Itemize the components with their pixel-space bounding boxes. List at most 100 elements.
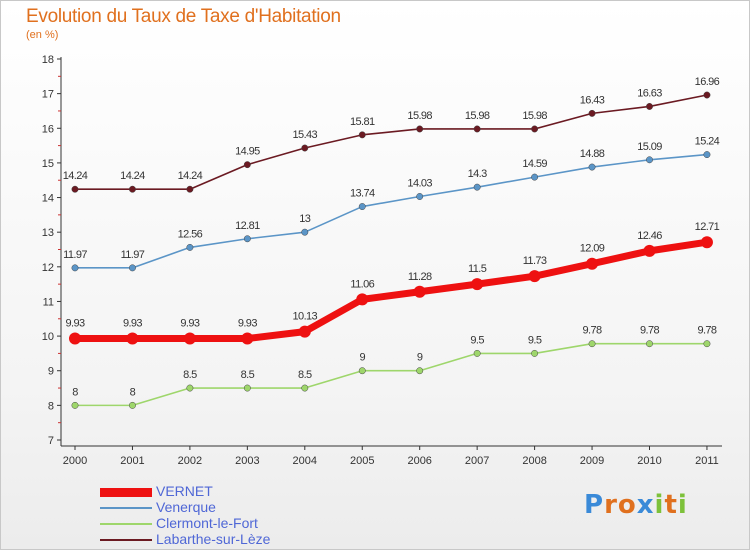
data-label-clermont-le-fort: 9.78 <box>583 325 602 337</box>
data-point-venerque <box>473 183 481 191</box>
data-label-labarthe-sur-leze: 15.81 <box>350 116 375 128</box>
legend-swatch-vernet <box>100 488 152 497</box>
x-tick-label: 2008 <box>522 455 546 467</box>
y-tick-label: 11 <box>43 296 54 308</box>
data-point-vernet <box>298 325 311 338</box>
y-tick-label: 10 <box>42 331 54 343</box>
data-point-venerque <box>588 163 596 171</box>
x-tick-label: 2001 <box>120 455 144 467</box>
data-point-labarthe-sur-leze <box>186 185 194 193</box>
data-label-venerque: 14.3 <box>468 168 487 180</box>
legend-swatch-venerque <box>100 507 152 509</box>
data-label-venerque: 13 <box>299 213 311 225</box>
x-tick-label: 2002 <box>178 455 202 467</box>
data-label-venerque: 11.97 <box>63 249 87 261</box>
data-label-venerque: 14.03 <box>407 178 432 190</box>
series-line-vernet <box>75 238 708 343</box>
data-point-clermont-le-fort <box>301 384 309 392</box>
data-point-vernet <box>126 332 139 345</box>
y-tick-label: 18 <box>42 54 54 66</box>
data-point-clermont-le-fort <box>129 401 136 409</box>
y-tick-label: 7 <box>48 435 54 447</box>
y-tick-label: 15 <box>42 158 54 170</box>
data-point-venerque <box>646 156 653 164</box>
data-point-vernet <box>183 332 196 345</box>
data-label-venerque: 12.56 <box>178 228 203 240</box>
data-label-vernet: 11.73 <box>523 255 547 267</box>
data-label-labarthe-sur-leze: 15.43 <box>293 129 318 141</box>
data-point-labarthe-sur-leze <box>358 131 366 139</box>
x-tick-label: 2004 <box>293 455 317 467</box>
data-label-vernet: 12.46 <box>637 230 662 242</box>
data-label-vernet: 10.13 <box>293 311 318 323</box>
data-point-clermont-le-fort <box>473 349 481 357</box>
legend-swatch-labarthe-sur-leze <box>100 539 152 541</box>
data-point-clermont-le-fort <box>416 367 424 375</box>
data-label-clermont-le-fort: 9.5 <box>470 334 484 346</box>
data-label-venerque: 14.59 <box>522 158 547 170</box>
data-point-labarthe-sur-leze <box>588 109 596 117</box>
data-point-vernet <box>241 332 254 345</box>
series-line-labarthe-sur-leze <box>75 94 708 191</box>
legend-swatch-clermont-le-fort <box>100 523 152 525</box>
data-label-labarthe-sur-leze: 16.63 <box>637 87 662 99</box>
data-point-clermont-le-fort <box>358 367 366 375</box>
data-label-vernet: 9.93 <box>180 318 199 330</box>
data-point-vernet <box>586 257 599 270</box>
data-point-venerque <box>71 264 79 272</box>
data-point-venerque <box>243 235 251 243</box>
data-label-clermont-le-fort: 8 <box>72 386 78 398</box>
data-point-clermont-le-fort <box>531 349 539 357</box>
data-point-labarthe-sur-leze <box>703 91 711 99</box>
data-point-venerque <box>129 264 136 272</box>
legend-label-labarthe-sur-leze: Labarthe-sur-Lèze <box>156 531 271 547</box>
y-tick-label: 17 <box>42 89 54 101</box>
data-label-venerque: 14.88 <box>580 148 605 160</box>
chart-title: Evolution du Taux de Taxe d'Habitation <box>26 6 341 27</box>
data-label-clermont-le-fort: 9.78 <box>640 325 659 337</box>
data-label-venerque: 11.97 <box>121 249 145 261</box>
logo-letter: x <box>636 490 655 520</box>
y-tick-label: 8 <box>48 400 54 412</box>
data-label-labarthe-sur-leze: 15.98 <box>407 110 432 122</box>
data-label-labarthe-sur-leze: 16.43 <box>580 94 605 106</box>
data-point-venerque <box>358 203 366 211</box>
data-label-labarthe-sur-leze: 16.96 <box>695 76 720 88</box>
data-point-venerque <box>531 173 539 181</box>
x-tick-label: 2009 <box>580 455 604 467</box>
data-label-vernet: 9.93 <box>238 318 257 330</box>
data-label-clermont-le-fort: 9 <box>417 352 423 364</box>
x-tick-label: 2010 <box>637 455 661 467</box>
series-line-venerque <box>75 153 708 269</box>
unit-label: (en %) <box>26 29 59 41</box>
proxiti-logo: Proxiti <box>584 490 688 520</box>
data-label-labarthe-sur-leze: 15.98 <box>465 110 490 122</box>
data-point-vernet <box>643 244 656 257</box>
data-point-clermont-le-fort <box>588 340 596 348</box>
data-label-labarthe-sur-leze: 14.24 <box>63 170 88 182</box>
data-point-vernet <box>700 236 713 249</box>
x-tick-label: 2003 <box>235 455 259 467</box>
data-point-clermont-le-fort <box>243 384 251 392</box>
data-label-vernet: 9.93 <box>123 318 142 330</box>
series-line-clermont-le-fort <box>75 342 707 407</box>
data-label-vernet: 9.93 <box>65 318 84 330</box>
data-point-clermont-le-fort <box>71 401 79 409</box>
data-label-vernet: 11.5 <box>468 263 487 275</box>
data-point-venerque <box>301 228 309 236</box>
data-label-clermont-le-fort: 8 <box>130 386 136 398</box>
logo-letter: o <box>617 490 637 520</box>
data-label-labarthe-sur-leze: 15.98 <box>522 110 547 122</box>
x-tick-label: 2007 <box>465 455 489 467</box>
data-point-labarthe-sur-leze <box>531 125 539 133</box>
y-tick-label: 12 <box>42 262 54 274</box>
data-point-labarthe-sur-leze <box>301 144 309 152</box>
data-point-labarthe-sur-leze <box>646 103 653 110</box>
data-point-labarthe-sur-leze <box>71 185 79 193</box>
y-tick-label: 13 <box>42 227 54 239</box>
data-point-vernet <box>528 270 541 283</box>
x-tick-label: 2000 <box>63 455 87 467</box>
legend-label-venerque: Venerque <box>156 499 216 515</box>
logo-letter: i <box>677 490 688 520</box>
logo-letter: t <box>664 490 678 520</box>
